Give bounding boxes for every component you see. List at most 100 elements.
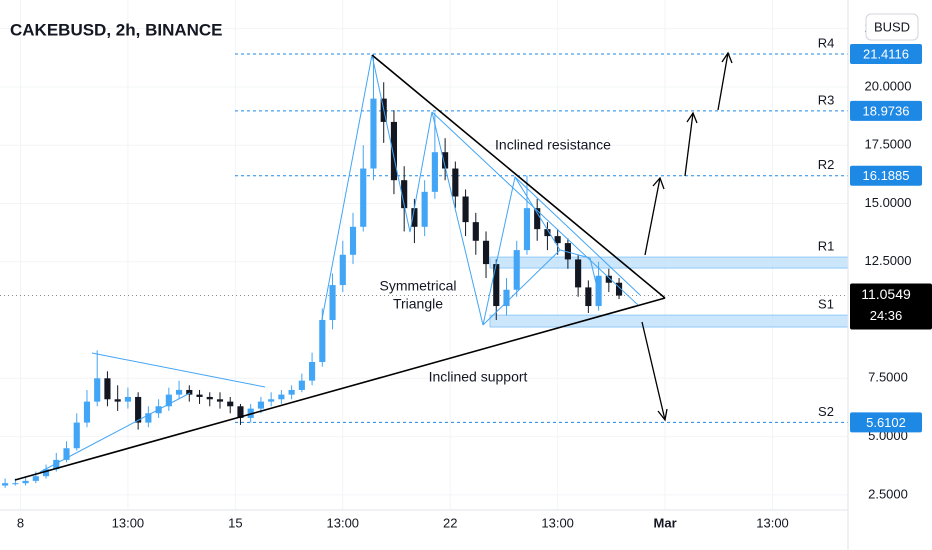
candle-body (227, 401, 234, 407)
candle-body (268, 399, 275, 402)
level-value: 18.9736 (863, 103, 910, 118)
candle-body (360, 168, 367, 227)
y-tick-label: 15.0000 (865, 195, 912, 210)
candle-body (319, 320, 326, 362)
level-box (850, 100, 922, 121)
candle-body (237, 406, 244, 418)
candle-body (298, 380, 305, 390)
last-price: 11.0549 (861, 286, 911, 302)
candle-body (554, 236, 561, 244)
candle-body (493, 264, 500, 307)
arrows (641, 51, 733, 422)
candle-body (206, 396, 213, 400)
level-box (850, 165, 922, 186)
annotation: Inclined support (429, 369, 528, 385)
y-tick-label: 7.5000 (868, 370, 908, 385)
candle-body (431, 152, 438, 192)
candle-body (63, 448, 70, 460)
candle-body (329, 285, 336, 321)
candle-body (472, 222, 479, 241)
candle-body (339, 254, 346, 286)
candle-body (309, 361, 316, 381)
y-tick-label: 17.5000 (865, 137, 912, 152)
candle-body (22, 480, 29, 484)
candle-body (370, 98, 377, 169)
pattern-lines (39, 54, 641, 473)
candle-body (135, 396, 142, 423)
level-box (850, 412, 922, 433)
zone-name: R1 (818, 239, 835, 254)
level-box (850, 44, 922, 65)
candle-body (452, 168, 459, 197)
candle-body (462, 196, 469, 223)
x-tick-label: 8 (17, 515, 24, 530)
currency-box (865, 13, 919, 41)
candle-body (605, 275, 612, 283)
candle-body (42, 469, 50, 477)
candle-body (124, 396, 131, 402)
candle-body (83, 401, 91, 423)
level-value: 21.4116 (863, 46, 909, 61)
x-tick-label: 22 (443, 515, 457, 530)
x-tick-label: 13:00 (541, 515, 574, 530)
candle-body (145, 413, 152, 423)
candle-body (503, 289, 510, 307)
currency: BUSD (874, 19, 910, 34)
zone-name: S1 (818, 297, 834, 312)
candle-body (401, 180, 408, 209)
candle-body (216, 399, 224, 402)
candle-body (421, 191, 428, 227)
candle-body (165, 394, 172, 407)
last-price-box (850, 283, 932, 330)
candle-body (390, 121, 398, 181)
x-tick-label: 13:00 (756, 515, 789, 530)
candle-body (12, 483, 19, 485)
x-tick-label: Mar (654, 515, 677, 530)
level-name: R2 (818, 157, 835, 172)
zone (489, 314, 849, 328)
candle-body (257, 401, 264, 409)
x-tick-label: 15 (228, 515, 242, 530)
candle-body (73, 422, 80, 449)
candle-body (53, 459, 60, 470)
level-value: 16.1885 (863, 168, 910, 183)
candle-body (585, 287, 592, 307)
level-name: R4 (818, 35, 835, 50)
x-tick-label: 13:00 (327, 515, 360, 530)
candle-body (482, 240, 490, 265)
candle-body (104, 378, 111, 400)
candle-body (32, 476, 39, 481)
candle-body (534, 208, 541, 230)
y-tick-label: 20.0000 (865, 78, 912, 93)
candle-body (442, 152, 449, 169)
annotation: Inclined resistance (495, 137, 611, 153)
annotation: Triangle (393, 296, 443, 312)
candle-body (564, 243, 571, 260)
candle-body (544, 229, 551, 237)
candle-body (114, 399, 121, 402)
candle-body (523, 208, 531, 251)
triangle (14, 54, 666, 481)
candle-body (94, 378, 101, 402)
level-name: R3 (818, 92, 835, 107)
annotation: Symmetrical (379, 278, 456, 294)
candle-body (615, 282, 623, 296)
candle-body (595, 275, 602, 307)
candle-body (186, 389, 193, 395)
candle-body (2, 483, 9, 486)
candle-body (349, 226, 357, 255)
level-value: 5.6102 (866, 415, 906, 430)
candle-body (196, 394, 203, 397)
candle-body (288, 389, 295, 395)
y-tick-label: 2.5000 (868, 486, 908, 501)
candle-body (175, 389, 183, 395)
level-name: S2 (818, 404, 834, 419)
x-tick-label: 13:00 (112, 515, 145, 530)
candle-body (575, 259, 582, 288)
candle-body (278, 394, 285, 400)
candle-body (513, 250, 520, 290)
chart-title: CAKEBUSD, 2h, BINANCE (10, 20, 223, 39)
countdown: 24:36 (870, 308, 903, 323)
